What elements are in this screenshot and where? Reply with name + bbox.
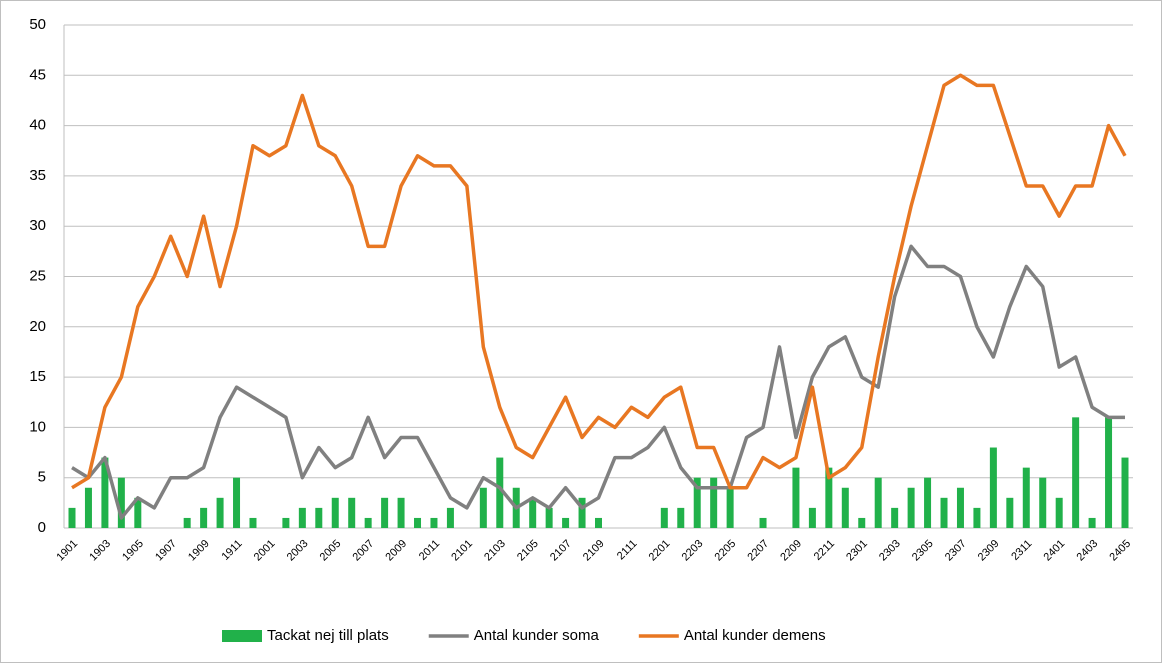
y-tick-label: 40 [29, 117, 46, 134]
bar [891, 507, 899, 528]
bar [134, 497, 142, 528]
bar [101, 457, 109, 528]
bar [84, 487, 92, 528]
bar [759, 517, 767, 528]
bar [282, 517, 290, 528]
bar [479, 487, 487, 528]
bar [989, 447, 997, 528]
bar [216, 497, 224, 528]
bar [841, 487, 849, 528]
bar [249, 517, 257, 528]
bar [430, 517, 438, 528]
legend-swatch [222, 630, 262, 642]
bar [397, 497, 405, 528]
bar [595, 517, 602, 528]
y-tick-label: 15 [29, 368, 46, 385]
bar [529, 497, 537, 528]
bar [693, 477, 701, 528]
bar [315, 507, 323, 528]
bar [825, 467, 833, 528]
bar [414, 517, 422, 528]
y-tick-label: 25 [29, 267, 46, 284]
bar [907, 487, 915, 528]
bar [858, 517, 866, 528]
bar [348, 497, 356, 528]
bar [792, 467, 800, 528]
y-tick-label: 10 [29, 418, 46, 435]
bar [677, 507, 685, 528]
y-tick-label: 0 [38, 519, 46, 536]
bar [545, 507, 553, 528]
bar [660, 507, 668, 528]
y-tick-label: 35 [29, 167, 46, 184]
bar [1072, 417, 1080, 528]
bar [183, 517, 191, 528]
bar [924, 477, 932, 528]
line [71, 244, 1125, 520]
line [71, 73, 1127, 490]
bar [578, 497, 586, 528]
bar [331, 497, 339, 528]
legend-label: Tackat nej till plats [267, 627, 389, 644]
bar [298, 507, 306, 528]
bar [233, 477, 241, 528]
bar [874, 477, 882, 528]
y-tick-label: 30 [29, 217, 46, 234]
legend-label: Antal kunder demens [684, 627, 826, 644]
bar [364, 517, 372, 528]
bar [726, 487, 734, 528]
y-tick-label: 5 [38, 469, 46, 486]
bar [117, 477, 125, 528]
bar [710, 477, 718, 528]
bar [1105, 417, 1113, 528]
bar [1121, 457, 1129, 528]
bar [381, 497, 389, 528]
bar [1088, 517, 1096, 528]
y-tick-label: 20 [29, 318, 46, 335]
bar [446, 507, 454, 528]
bar [200, 507, 208, 528]
bar [956, 487, 964, 528]
bar [68, 507, 76, 528]
bar [1006, 497, 1014, 528]
bar [973, 507, 981, 528]
bar [808, 507, 816, 528]
bar [562, 517, 570, 528]
y-tick-label: 50 [29, 16, 46, 33]
bar [940, 497, 948, 528]
legend-label: Antal kunder soma [474, 627, 600, 644]
bar [1055, 497, 1063, 528]
y-tick-label: 45 [29, 66, 46, 83]
bar [1022, 467, 1030, 528]
bar [496, 457, 504, 528]
bar [1039, 477, 1047, 528]
